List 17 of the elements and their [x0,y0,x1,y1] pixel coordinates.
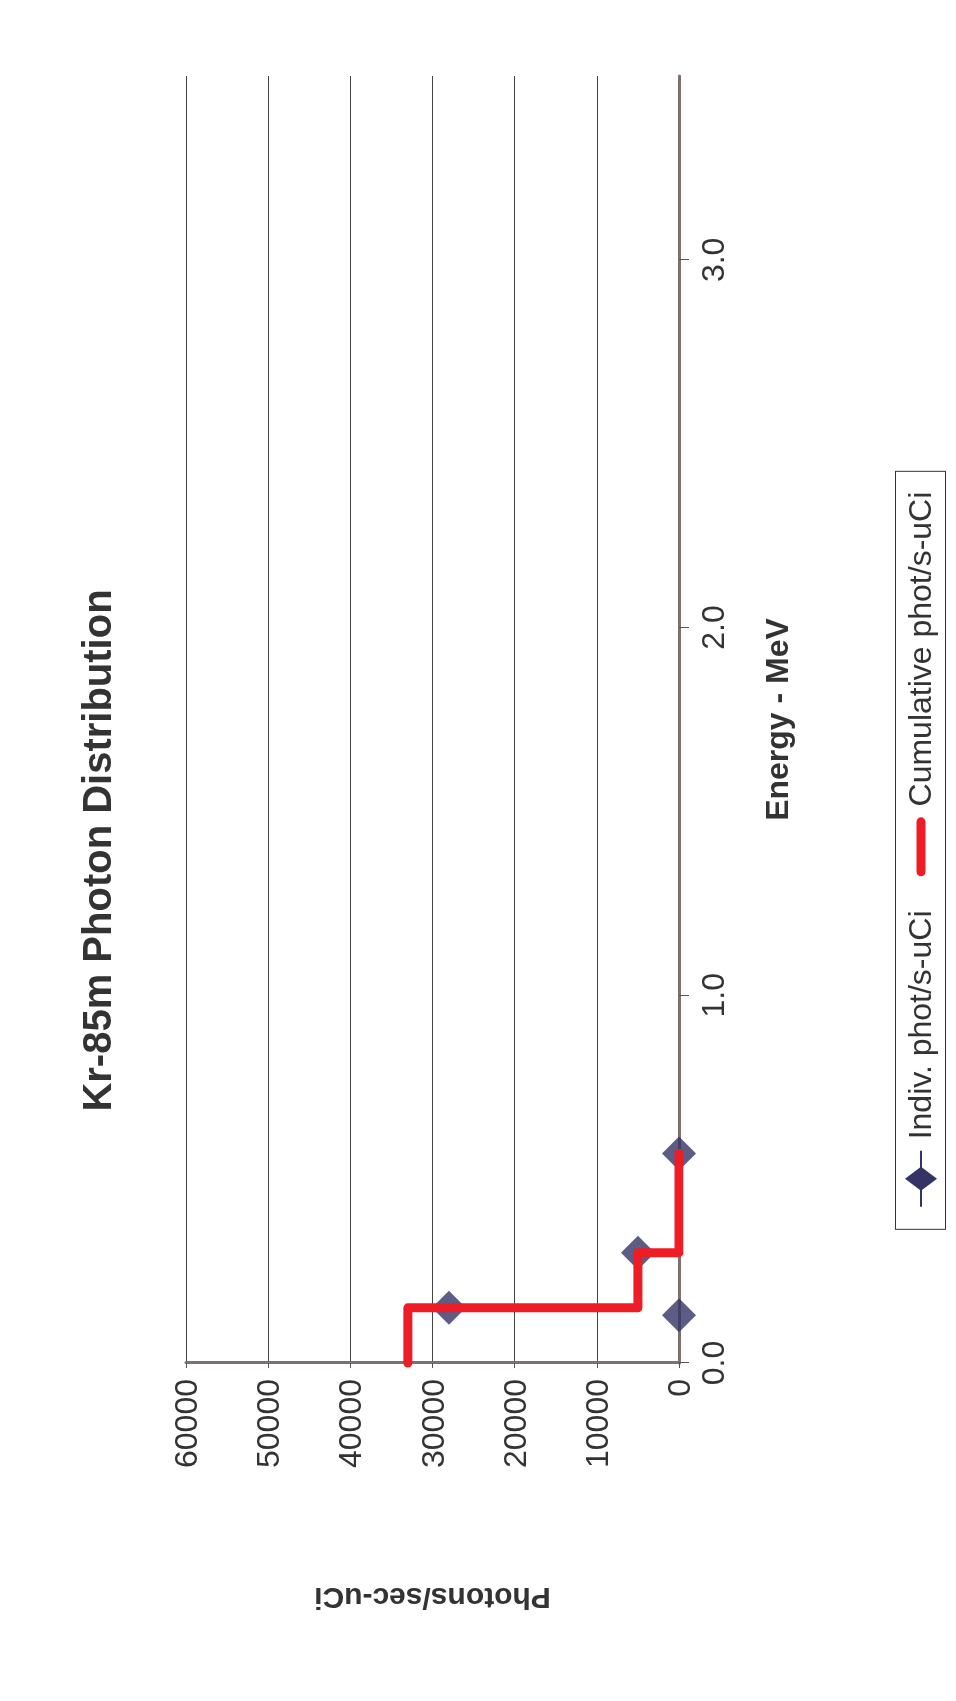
y-tick-label: 1.0 [695,973,731,1018]
x-tick-label: 50000 [250,1379,287,1468]
y-tick-label: 0.0 [695,1340,731,1386]
x-tick-label: 0 [661,1379,697,1397]
y-tick-label: 2.0 [695,605,731,650]
point [662,1298,696,1333]
x-tick-label: 40000 [332,1379,369,1468]
x-axis-title: Photons/sec-uCi [314,1581,551,1615]
x-tick-label: 30000 [414,1379,451,1468]
text: Kr-85m Photon Distribution [75,589,119,1112]
x-tick-label: 10000 [578,1379,615,1468]
text: Cumulative phot/s-uCi [902,491,939,807]
x-tick-label: 20000 [496,1379,533,1468]
x-tick-label: 60000 [168,1379,204,1468]
y-axis-title: Energy - MeV [759,617,795,821]
y-tick-label: 3.0 [695,237,731,283]
text: Indiv. phot/s-uCi [902,910,939,1140]
